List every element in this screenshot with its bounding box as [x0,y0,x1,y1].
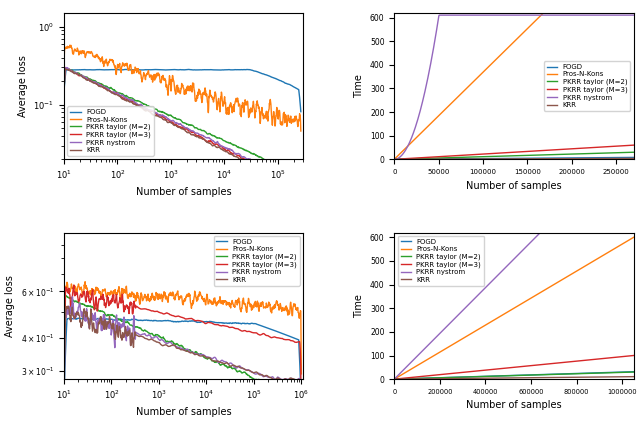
X-axis label: Number of samples: Number of samples [466,400,562,410]
Legend: FOGD, Pros-N-Kons, PKRR taylor (M=2), PKRR taylor (M=3), PKRR nystrom, KRR: FOGD, Pros-N-Kons, PKRR taylor (M=2), PK… [214,236,300,285]
X-axis label: Number of samples: Number of samples [136,407,232,417]
Legend: FOGD, Pros-N-Kons, PKRR taylor (M=2), PKRR taylor (M=3), PKRR nystrom, KRR: FOGD, Pros-N-Kons, PKRR taylor (M=2), PK… [397,236,484,285]
Y-axis label: Average loss: Average loss [5,275,15,337]
Y-axis label: Average loss: Average loss [18,55,28,117]
Legend: FOGD, Pros-N-Kons, PKRR taylor (M=2), PKRR taylor (M=3), PKRR nystrom, KRR: FOGD, Pros-N-Kons, PKRR taylor (M=2), PK… [544,61,630,111]
Y-axis label: Time: Time [355,74,364,98]
Legend: FOGD, Pros-N-Kons, PKRR taylor (M=2), PKRR taylor (M=3), PKRR nystrom, KRR: FOGD, Pros-N-Kons, PKRR taylor (M=2), PK… [67,106,154,156]
X-axis label: Number of samples: Number of samples [466,181,562,190]
X-axis label: Number of samples: Number of samples [136,187,232,197]
Y-axis label: Time: Time [355,294,364,318]
